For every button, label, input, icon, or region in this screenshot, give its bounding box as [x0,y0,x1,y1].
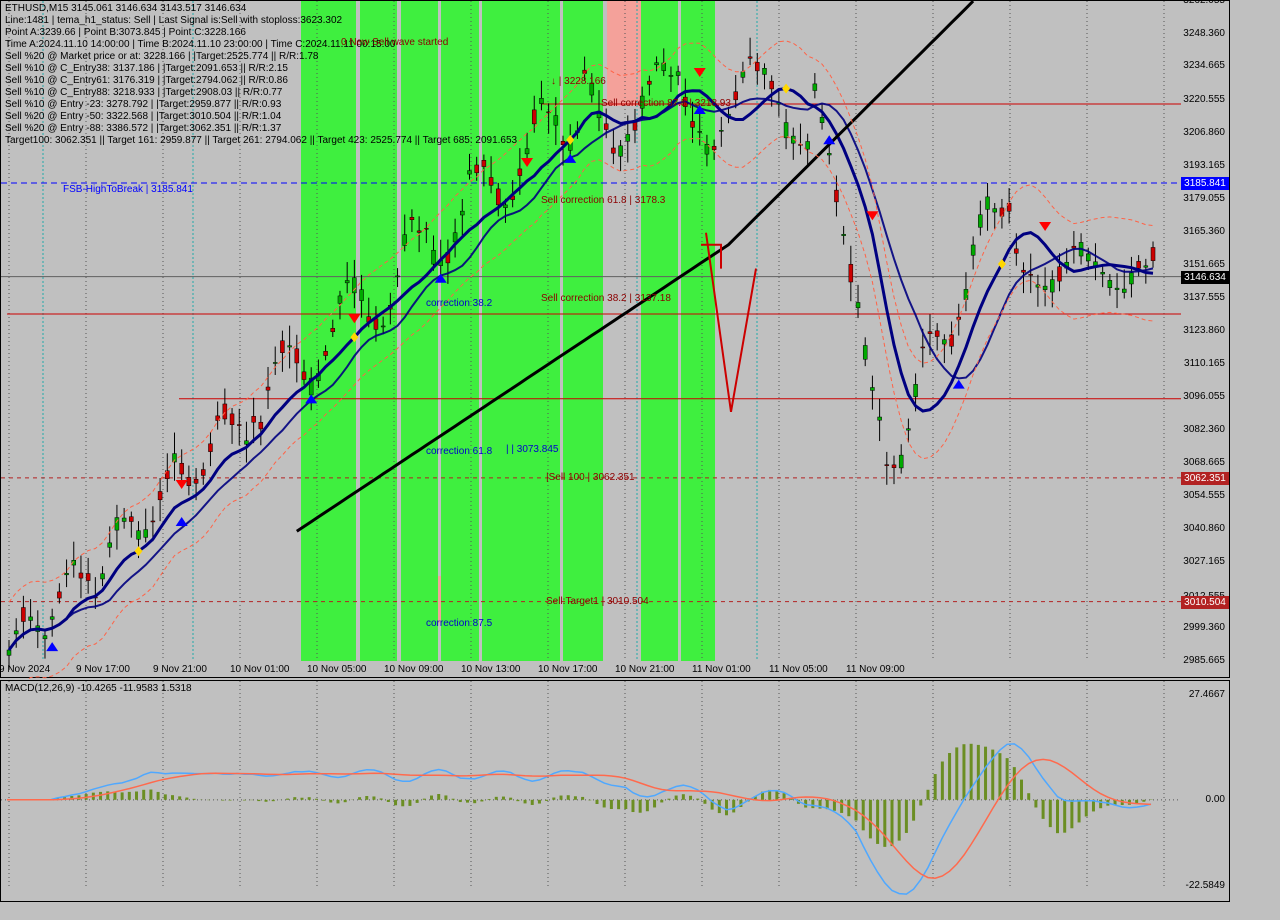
macd-title: MACD(12,26,9) -10.4265 -11.9583 1.5318 [5,683,192,694]
wave-label: 0 New Sell wave started [341,37,448,48]
chart-label: |Sell 100 | 3062.351 [546,472,635,483]
header-line: ETHUSD,M15 3145.061 3146.634 3143.517 31… [5,3,246,14]
header-line: Sell %20 @ Entry -50: 3322.568 | |Target… [5,111,281,122]
macd-panel[interactable]: MACD(12,26,9) -10.4265 -11.9583 1.5318 2… [0,680,1230,902]
header-line: Sell %20 @ Entry -88: 3386.572 | |Target… [5,123,281,134]
header-line: Point A:3239.66 | Point B:3073.845 | Poi… [5,27,246,38]
y-axis-main: 3262.0553248.3603234.6653220.5553206.860… [1179,1,1229,661]
chart-label: correction 87.5 [426,618,492,629]
chart-label: | | 3073.845 [506,444,558,455]
header-line: Target100: 3062.351 || Target 161: 2959.… [5,135,517,146]
chart-label: ↓ | 3228.166 [551,76,606,87]
chart-label: Sell:Target1 | 3010.504 [546,596,649,607]
x-axis-main: 9 Nov 20249 Nov 17:009 Nov 21:0010 Nov 0… [1,659,1231,677]
header-line: Line:1481 | tema_h1_status: Sell | Last … [5,15,342,26]
price-chart[interactable]: 3262.0553248.3603234.6653220.5553206.860… [0,0,1230,678]
price-marker: 3062.351 [1181,472,1229,485]
header-line: Time A:2024.11.10 14:00:00 | Time B:2024… [5,39,395,50]
chart-label: Sell correction 61.8 | 3178.3 [541,195,665,206]
y-axis-ind: 27.46670.00-22.5849 [1179,681,1229,886]
chart-label: Sell correction 38.2 | 3137.18 [541,293,671,304]
header-line: Sell %10 @ Entry -23: 3278.792 | |Target… [5,99,281,110]
chart-label: Sell correction 87.5 | 3218.93 [601,98,731,109]
header-line: Sell %20 @ Market price or at: 3228.166 … [5,51,319,62]
header-line: Sell %10 @ C_Entry38: 3137.186 | |Target… [5,63,288,74]
chart-label: correction 38.2 [426,298,492,309]
header-line: Sell %10 @ C_Entry88: 3218.933 | |Target… [5,87,282,98]
price-marker: 3185.841 [1181,177,1229,190]
chart-label: correction 61.8 [426,446,492,457]
price-marker: 3146.634 [1181,271,1229,284]
header-line: Sell %10 @ C_Entry61: 3176.319 | |Target… [5,75,288,86]
price-marker: 3010.504 [1181,596,1229,609]
macd-canvas [1,681,1231,903]
fsb-label: FSB-HighToBreak | 3185.841 [63,184,193,195]
